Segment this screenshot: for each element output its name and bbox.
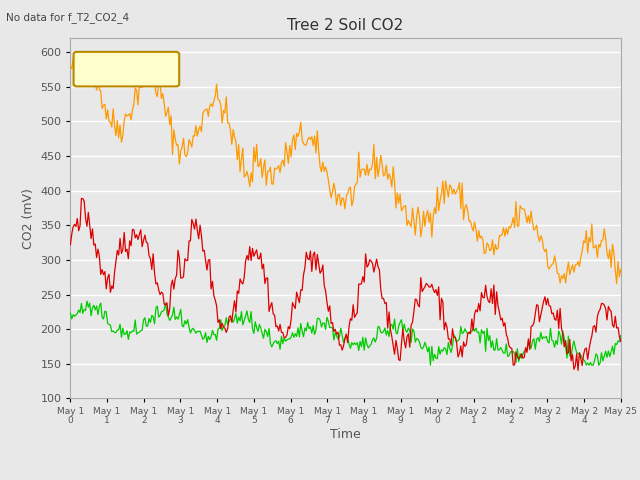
Y-axis label: CO2 (mV): CO2 (mV) — [22, 188, 35, 249]
X-axis label: Time: Time — [330, 428, 361, 441]
Text: No data for f_T2_CO2_4: No data for f_T2_CO2_4 — [6, 12, 129, 23]
Legend: Tree2 -2cm, Tree2 -4cm, Tree2 -8cm: Tree2 -2cm, Tree2 -4cm, Tree2 -8cm — [166, 478, 525, 480]
Text: TZ_soilco2: TZ_soilco2 — [82, 62, 155, 76]
Title: Tree 2 Soil CO2: Tree 2 Soil CO2 — [287, 18, 404, 33]
